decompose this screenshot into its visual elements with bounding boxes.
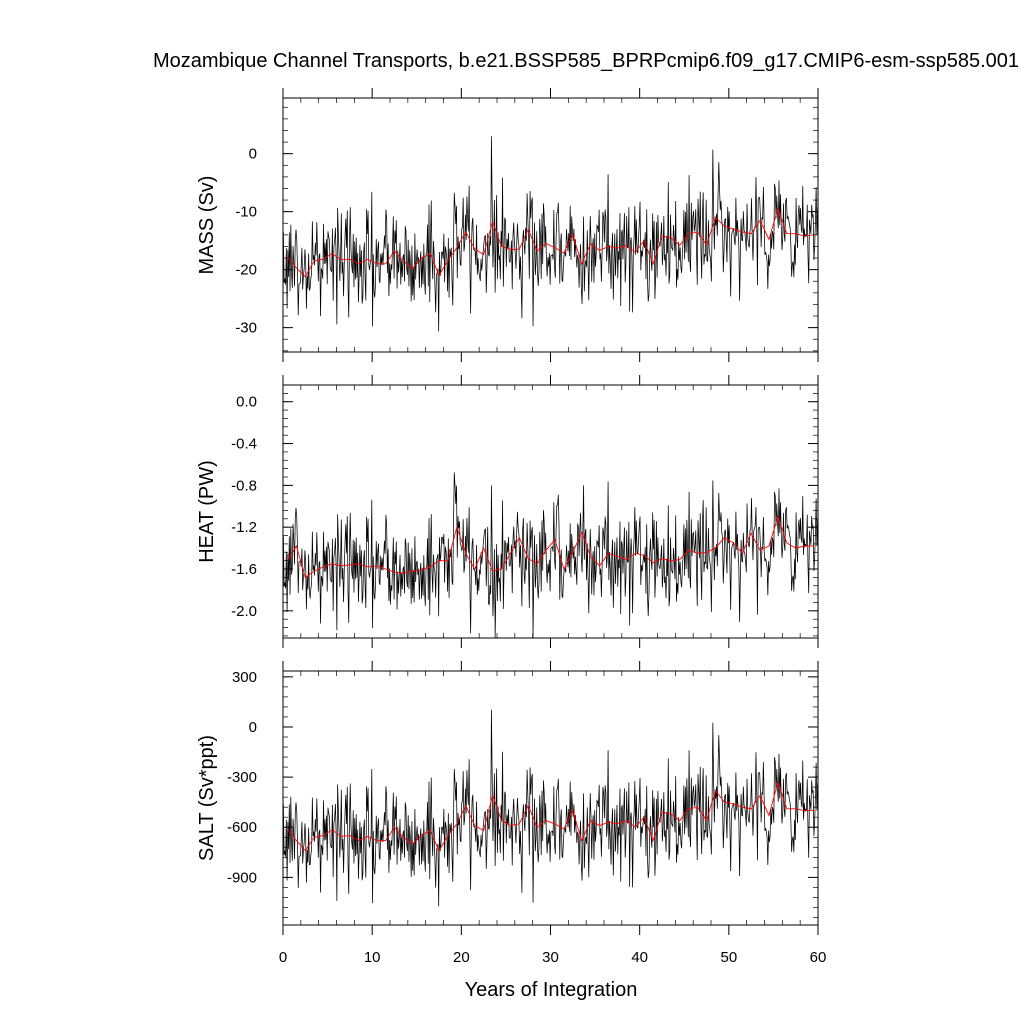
x-tick-label: 60 (810, 949, 827, 966)
y-tick-label-heat: -1.2 (231, 519, 257, 536)
annual-mean-line-heat (287, 515, 814, 579)
monthly-series-line-mass (282, 136, 819, 332)
y-tick-label-heat: -2.0 (231, 603, 257, 620)
panel-heat: 0.0 -0.4 -0.8 -1.2 -1.6 -2.0 HEAT (PW) (196, 375, 819, 648)
x-tick-label: 20 (453, 949, 470, 966)
y-tick-label-heat: 0.0 (236, 394, 257, 411)
monthly-series-line-heat (282, 472, 819, 638)
chart-title: Mozambique Channel Transports, b.e21.BSS… (153, 50, 1019, 72)
panels: 0 -10 -20 -30 MASS (Sv) 0.0 -0.4 -0.8 -1.2 -1.6 -2… (196, 88, 826, 966)
plot-frame-heat (282, 384, 819, 639)
y-tick-label-salt: 0 (249, 719, 257, 736)
annual-mean-line-mass (287, 207, 814, 278)
y-tick-label-heat: -0.8 (231, 477, 257, 494)
x-tick-label: 10 (364, 949, 381, 966)
y-axis-label-heat: HEAT (PW) (196, 460, 218, 563)
y-tick-label-heat: -1.6 (231, 561, 257, 578)
y-tick-label-mass: 0 (249, 146, 257, 163)
y-tick-label-salt: 300 (232, 669, 257, 686)
y-tick-label-salt: -300 (227, 769, 257, 786)
y-tick-label-salt: -900 (227, 869, 257, 886)
x-tick-label: 0 (279, 949, 287, 966)
panel-salt: 300 0 -300 -600 -900 0 10 20 30 40 50 60 SALT (Sv*pp… (196, 661, 826, 966)
y-axis-label-salt: SALT (Sv*ppt) (196, 735, 218, 861)
monthly-series-line-salt (282, 709, 819, 907)
y-tick-label-salt: -600 (227, 819, 257, 836)
y-tick-label-mass: -20 (235, 262, 257, 279)
y-axis-label-mass: MASS (Sv) (196, 176, 218, 275)
y-tick-label-mass: -30 (235, 320, 257, 337)
x-axis-label: Years of Integration (465, 979, 638, 1001)
annual-mean-line-salt (287, 780, 814, 852)
y-tick-label-heat: -0.4 (231, 436, 257, 453)
x-tick-label: 50 (720, 949, 737, 966)
panel-mass: 0 -10 -20 -30 MASS (Sv) (196, 88, 819, 362)
y-tick-label-mass: -10 (235, 204, 257, 221)
x-tick-label: 40 (631, 949, 648, 966)
x-tick-label: 30 (542, 949, 559, 966)
